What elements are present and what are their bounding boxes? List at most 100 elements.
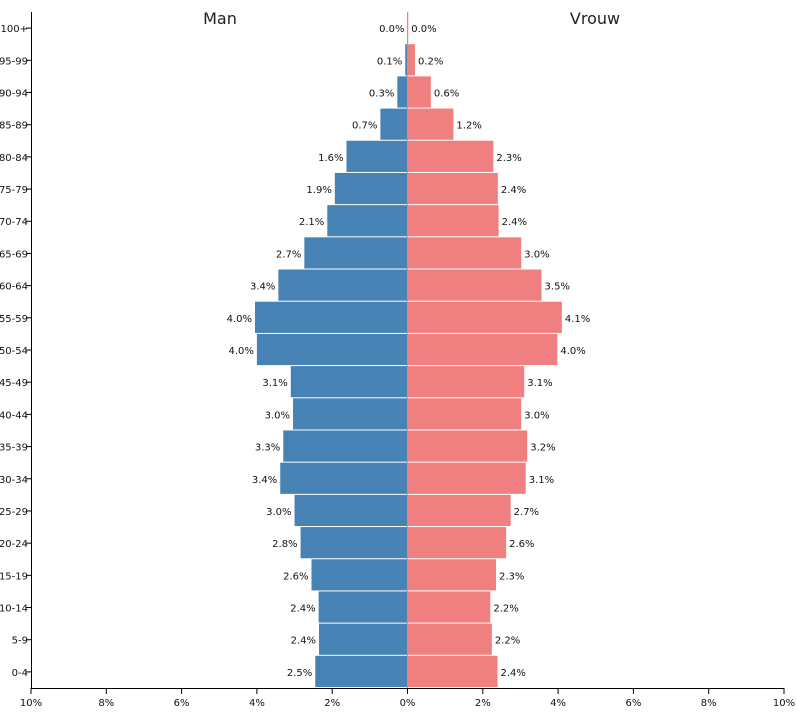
value-label-man-95-99: 0.1% xyxy=(377,56,402,67)
value-label-man-60-64: 3.4% xyxy=(250,282,275,293)
y-tick-label-20-24: 20-24 xyxy=(0,539,28,550)
bar-vrouw-15-19 xyxy=(407,559,496,591)
x-tick-label: 0% xyxy=(400,698,416,709)
y-tick-label-40-44: 40-44 xyxy=(0,410,28,421)
bar-man-25-29 xyxy=(294,494,408,527)
bar-man-75-79 xyxy=(334,172,408,205)
value-label-vrouw-65-69: 3.0% xyxy=(524,249,549,260)
value-label-man-20-24: 2.8% xyxy=(272,539,297,550)
value-label-vrouw-15-19: 2.3% xyxy=(499,571,524,582)
y-tick-label-50-54: 50-54 xyxy=(0,346,28,357)
value-label-man-30-34: 3.4% xyxy=(252,475,277,486)
bar-vrouw-90-94 xyxy=(407,76,431,108)
value-label-man-25-29: 3.0% xyxy=(266,507,291,518)
value-label-man-10-14: 2.4% xyxy=(290,604,315,615)
value-label-man-5-9: 2.4% xyxy=(291,636,316,647)
value-label-vrouw-45-49: 3.1% xyxy=(527,378,552,389)
value-label-vrouw-40-44: 3.0% xyxy=(524,410,549,421)
y-tick-label-90-94: 90-94 xyxy=(0,88,28,99)
x-tick-label: 10% xyxy=(20,698,42,709)
value-label-man-40-44: 3.0% xyxy=(265,410,290,421)
y-tick-label-35-39: 35-39 xyxy=(0,443,28,454)
female-bars xyxy=(407,12,562,687)
value-label-man-55-59: 4.0% xyxy=(227,314,252,325)
bar-man-40-44 xyxy=(293,398,408,430)
bar-man-50-54 xyxy=(256,333,408,366)
y-tick-label-55-59: 55-59 xyxy=(0,314,28,325)
value-label-vrouw-25-29: 2.7% xyxy=(514,507,539,518)
y-tick-label-95-99: 95-99 xyxy=(0,56,28,67)
value-label-vrouw-70-74: 2.4% xyxy=(502,217,527,228)
x-tick-label: 2% xyxy=(475,698,491,709)
value-label-man-0-4: 2.5% xyxy=(287,668,312,679)
x-tick-label: 8% xyxy=(701,698,717,709)
value-label-man-70-74: 2.1% xyxy=(299,217,324,228)
bar-man-80-84 xyxy=(346,140,408,172)
bar-man-45-49 xyxy=(290,366,408,398)
bar-vrouw-0-4 xyxy=(407,655,498,687)
bar-man-5-9 xyxy=(319,623,408,655)
bar-vrouw-85-89 xyxy=(407,108,454,140)
y-tick-label-15-19: 15-19 xyxy=(0,571,28,582)
x-tick-label: 10% xyxy=(773,698,795,709)
bar-vrouw-45-49 xyxy=(407,366,525,398)
x-tick-label: 6% xyxy=(625,698,641,709)
bar-man-35-39 xyxy=(283,430,408,462)
value-label-vrouw-60-64: 3.5% xyxy=(545,282,570,293)
y-tick-label-70-74: 70-74 xyxy=(0,217,28,228)
value-label-vrouw-55-59: 4.1% xyxy=(565,314,590,325)
bar-man-95-99 xyxy=(405,44,408,76)
x-tick-label: 6% xyxy=(174,698,190,709)
value-label-vrouw-80-84: 2.3% xyxy=(496,153,521,164)
bar-man-85-89 xyxy=(380,108,408,140)
value-label-man-35-39: 3.3% xyxy=(255,443,280,454)
value-label-man-85-89: 0.7% xyxy=(352,121,377,132)
value-label-vrouw-0-4: 2.4% xyxy=(500,668,525,679)
bar-vrouw-65-69 xyxy=(407,237,522,269)
y-tick-label-100+: 100+ xyxy=(1,24,28,35)
bar-vrouw-35-39 xyxy=(407,430,528,462)
bar-vrouw-25-29 xyxy=(407,494,511,527)
bar-man-0-4 xyxy=(315,655,408,687)
value-label-vrouw-5-9: 2.2% xyxy=(495,636,520,647)
bar-vrouw-70-74 xyxy=(407,205,499,237)
y-axis: 0-4 5-9 10-14 15-19 20-24 25-29 30-34 35-39 40-4… xyxy=(0,12,32,688)
value-label-man-45-49: 3.1% xyxy=(262,378,287,389)
bar-man-65-69 xyxy=(304,237,408,269)
bar-vrouw-5-9 xyxy=(407,623,492,655)
series-title-vrouw: Vrouw xyxy=(570,9,620,28)
bar-vrouw-55-59 xyxy=(407,301,562,333)
y-tick-label-80-84: 80-84 xyxy=(0,153,28,164)
bar-vrouw-60-64 xyxy=(407,269,542,301)
bar-vrouw-30-34 xyxy=(407,462,526,494)
bar-vrouw-50-54 xyxy=(407,333,558,366)
value-label-vrouw-85-89: 1.2% xyxy=(456,121,481,132)
bar-man-90-94 xyxy=(397,76,408,108)
value-label-man-75-79: 1.9% xyxy=(306,185,331,196)
value-label-man-100+: 0.0% xyxy=(379,24,404,35)
y-tick-label-10-14: 10-14 xyxy=(0,604,28,615)
value-label-vrouw-50-54: 4.0% xyxy=(560,346,585,357)
value-label-vrouw-20-24: 2.6% xyxy=(509,539,534,550)
value-label-vrouw-95-99: 0.2% xyxy=(418,56,443,67)
value-label-man-50-54: 4.0% xyxy=(228,346,253,357)
bar-man-10-14 xyxy=(318,591,408,623)
bar-man-30-34 xyxy=(280,462,408,494)
value-label-vrouw-30-34: 3.1% xyxy=(529,475,554,486)
value-label-man-65-69: 2.7% xyxy=(276,249,301,260)
series-title-man: Man xyxy=(203,9,237,28)
x-tick-label: 2% xyxy=(324,698,340,709)
x-tick-label: 4% xyxy=(249,698,265,709)
bar-man-70-74 xyxy=(327,205,408,237)
bar-vrouw-95-99 xyxy=(407,44,416,76)
value-label-vrouw-75-79: 2.4% xyxy=(501,185,526,196)
value-label-vrouw-35-39: 3.2% xyxy=(530,443,555,454)
y-tick-label-65-69: 65-69 xyxy=(0,249,28,260)
value-label-vrouw-90-94: 0.6% xyxy=(434,88,459,99)
y-tick-label-5-9: 5-9 xyxy=(12,636,28,647)
value-label-vrouw-100+: 0.0% xyxy=(411,24,436,35)
value-label-vrouw-10-14: 2.2% xyxy=(493,604,518,615)
y-tick-label-30-34: 30-34 xyxy=(0,475,28,486)
bar-vrouw-20-24 xyxy=(407,527,507,559)
